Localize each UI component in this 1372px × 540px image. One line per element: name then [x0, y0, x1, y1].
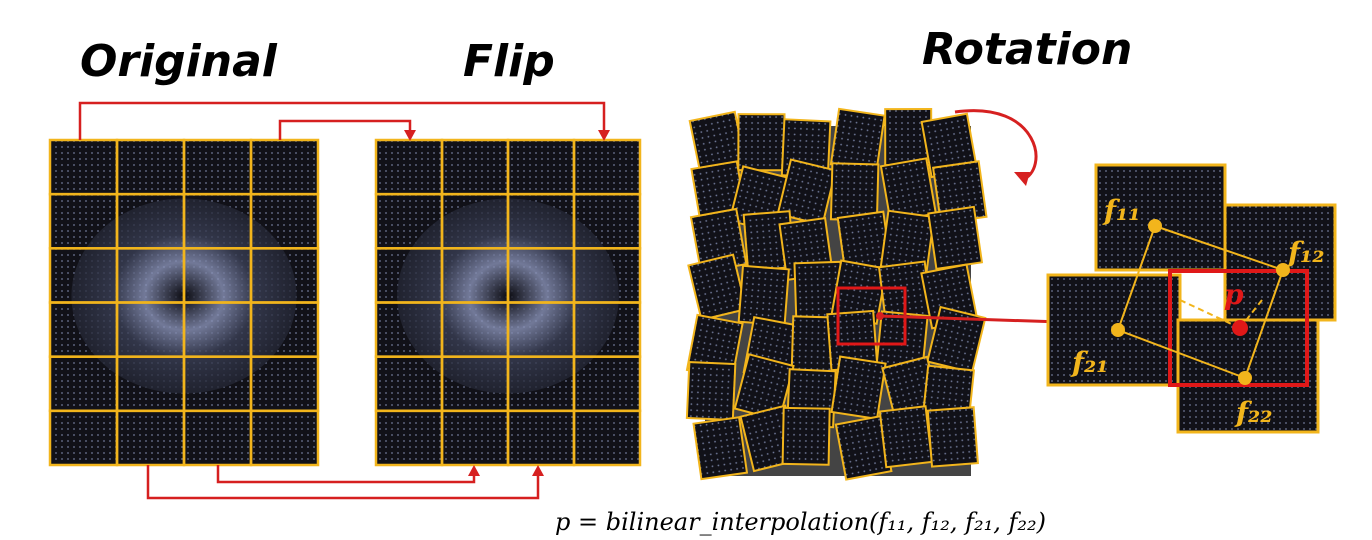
rotated-tile	[832, 357, 886, 419]
rotated-tile	[880, 406, 932, 467]
rotated-tile	[831, 163, 878, 220]
rotated-tile	[783, 408, 830, 465]
label-f11: f₁₁	[1102, 194, 1141, 227]
title-flip: Flip	[463, 36, 555, 87]
rotated-tile	[687, 362, 735, 420]
rotated-tile	[694, 417, 747, 479]
rotated-tile	[738, 114, 784, 170]
arrow	[280, 121, 410, 140]
label-p: p	[1224, 278, 1244, 311]
arrow	[218, 465, 474, 482]
zoom-tiles	[1048, 165, 1335, 432]
label-f12: f₁₂	[1286, 236, 1325, 269]
label-f21: f₂₁	[1070, 346, 1109, 379]
point-p	[1232, 320, 1248, 336]
rotated-tile	[831, 109, 885, 171]
grids	[50, 140, 640, 465]
augmentation-diagram: Original Flip Rotation f₁₁ f₁₂ f₂₁ f₂₂	[0, 0, 1372, 540]
rotated-tile	[739, 266, 789, 325]
label-f22: f₂₂	[1234, 396, 1273, 429]
title-original: Original	[80, 36, 278, 87]
formula: p = bilinear_interpolation(f₁₁, f₁₂, f₂₁…	[555, 508, 1046, 536]
rotated-tile	[928, 207, 982, 269]
title-rotation: Rotation	[922, 24, 1132, 75]
rotated-tile	[928, 407, 978, 466]
